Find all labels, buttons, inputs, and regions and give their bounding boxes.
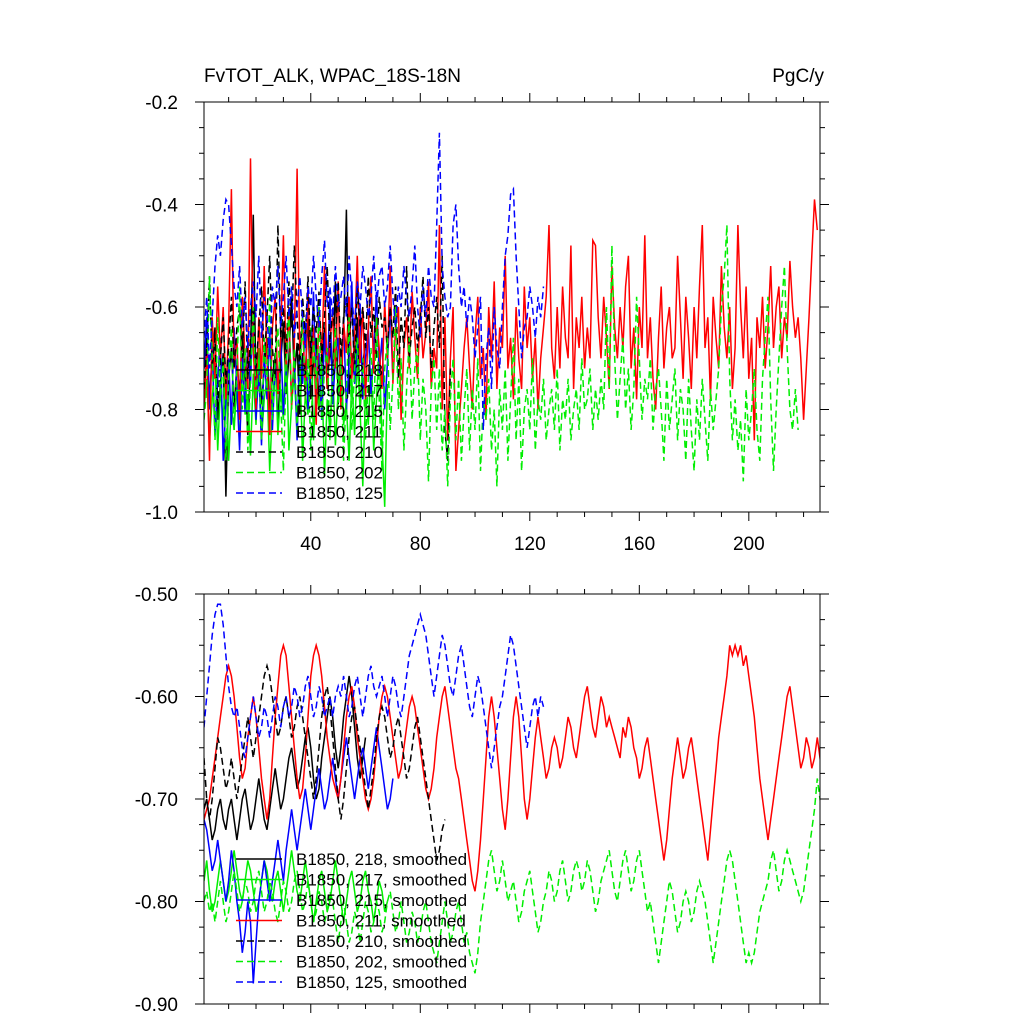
y-tick-label: -0.8 (145, 401, 178, 422)
top-chart: FvTOT_ALK, WPAC_18S-18N PgC/y 40 80 120 160… (145, 66, 829, 555)
x-tick-label: 40 (300, 534, 321, 555)
legend-label: B1850, 210, smoothed (296, 932, 467, 951)
y-tick-label: -0.50 (135, 585, 178, 606)
legend-label: B1850, 202 (296, 464, 383, 483)
legend-label: B1850, 210 (296, 443, 383, 462)
series-line-5 (204, 662, 446, 861)
legend-label: B1850, 217 (296, 382, 383, 401)
x-tick-label: 120 (514, 534, 546, 555)
legend-label: B1850, 215 (296, 402, 383, 421)
y-tick-label: -0.80 (135, 893, 178, 914)
series-line-7 (204, 132, 545, 431)
top-plot-area: 40 80 120 160 200 -1.0 -0.8 -0.6 -0.4 -0.2 B1850, … (145, 93, 829, 555)
legend: B1850, 218, smoothed B1850, 217, smoothed… (236, 850, 467, 992)
bottom-plot-area: -0.90 -0.80 -0.70 -0.60 -0.50 B1850, 218, smo… (135, 585, 829, 1016)
legend-label: B1850, 215, smoothed (296, 891, 467, 910)
legend-label: B1850, 211 (296, 423, 382, 442)
y-tick-label: -0.90 (135, 995, 178, 1016)
legend-label: B1850, 125, smoothed (296, 973, 467, 992)
y-tick-label: -0.4 (145, 196, 178, 217)
legend-label: B1850, 202, smoothed (296, 953, 467, 972)
legend-label: B1850, 217, smoothed (296, 871, 467, 890)
series-line-7 (204, 603, 545, 769)
y-tick-label: -0.2 (145, 93, 178, 114)
legend-label: B1850, 218, smoothed (296, 850, 467, 869)
x-tick-label: 160 (623, 534, 655, 555)
legend-label: B1850, 125 (296, 484, 383, 503)
series-line-4 (204, 642, 820, 892)
series-line-5 (204, 224, 452, 461)
y-tick-label: -1.0 (145, 503, 178, 524)
bottom-chart: -0.90 -0.80 -0.70 -0.60 -0.50 B1850, 218, smo… (135, 585, 829, 1016)
x-tick-label: 200 (733, 534, 765, 555)
y-tick-label: -0.60 (135, 688, 178, 709)
chart-title: FvTOT_ALK, WPAC_18S-18N (204, 66, 461, 87)
y-tick-label: -0.70 (135, 790, 178, 811)
chart-units: PgC/y (772, 66, 824, 87)
series-line-1 (204, 675, 367, 841)
legend-label: B1850, 211, smoothed (296, 912, 466, 931)
x-tick-label: 80 (410, 534, 431, 555)
series-line-2 (204, 850, 389, 923)
series-line-6 (204, 224, 799, 487)
series-line-4 (204, 158, 819, 472)
legend-label: B1850, 218 (296, 361, 383, 380)
y-tick-label: -0.6 (145, 298, 178, 319)
